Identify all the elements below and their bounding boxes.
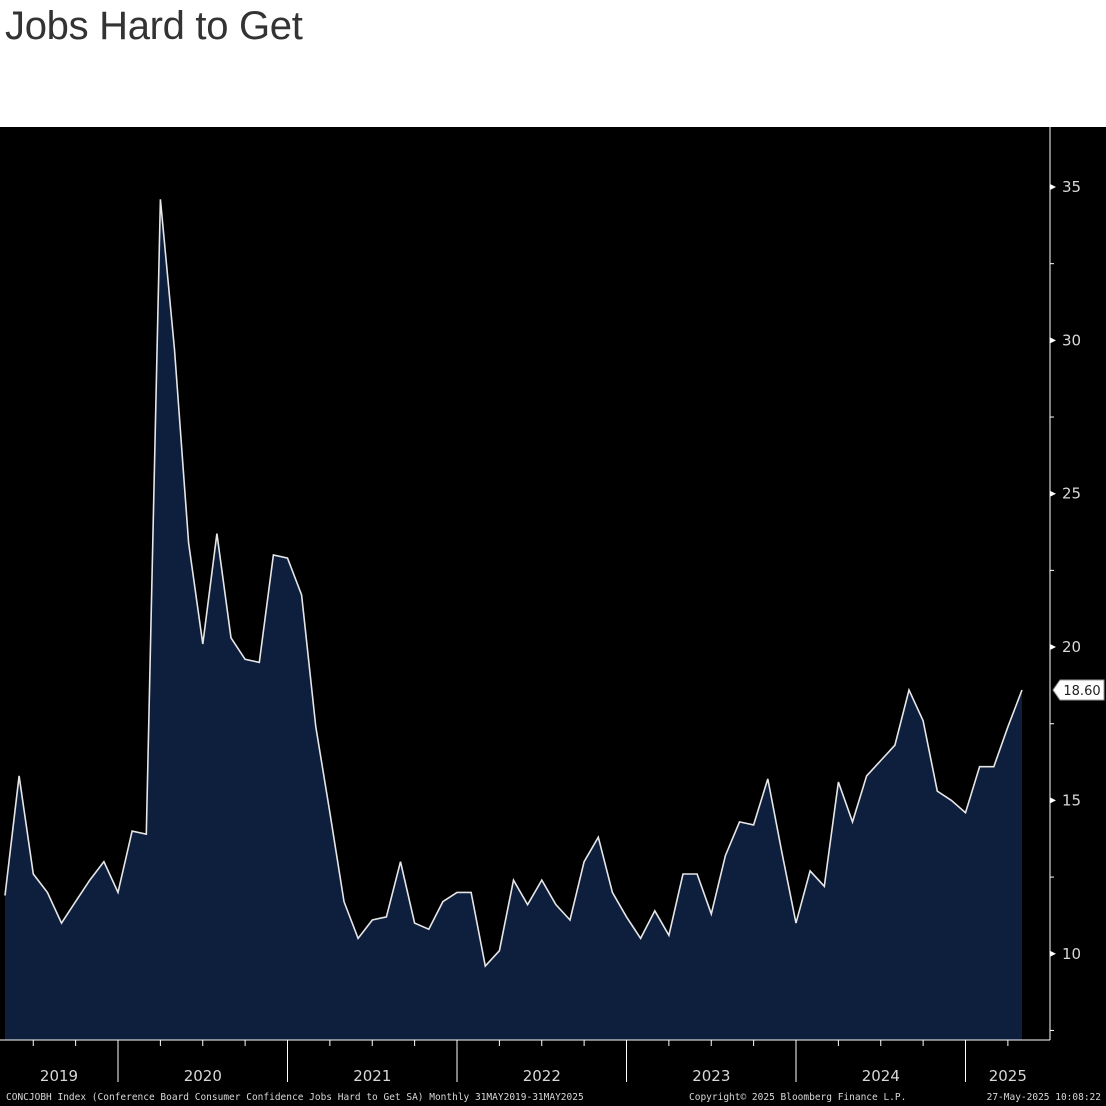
x-year-label: 2022 — [523, 1067, 561, 1085]
footer-timestamp: 27-May-2025 10:08:22 — [987, 1092, 1101, 1103]
y-tick-label: 10 — [1062, 945, 1081, 963]
y-tick-label: 30 — [1062, 331, 1081, 349]
last-value-badge-shape — [1052, 679, 1105, 701]
y-tick-label: 15 — [1062, 791, 1081, 809]
y-tick-mark — [1050, 950, 1056, 957]
page-title: Jobs Hard to Get — [5, 4, 303, 48]
footer-copyright: Copyright© 2025 Bloomberg Finance L.P. — [689, 1092, 906, 1103]
series-line — [4, 199, 1023, 968]
y-tick-label: 35 — [1062, 178, 1081, 196]
y-axis: 10 15 20 25 30 35 — [1049, 127, 1081, 1040]
chart-panel: 10 15 20 25 30 35 2019 2020 2021 2022 2023 2024 202… — [0, 127, 1106, 1106]
y-tick-mark — [1050, 490, 1056, 497]
y-tick-mark — [1050, 337, 1056, 344]
x-year-label: 2024 — [862, 1067, 900, 1085]
x-year-label: 2019 — [40, 1067, 78, 1085]
y-tick-label: 20 — [1062, 638, 1081, 656]
y-tick-mark — [1050, 797, 1056, 804]
y-tick-mark — [1050, 184, 1056, 190]
series-area-fill — [5, 199, 1022, 1041]
x-year-label: 2025 — [989, 1067, 1027, 1085]
x-year-label: 2023 — [692, 1067, 730, 1085]
x-year-label: 2021 — [353, 1067, 391, 1085]
y-tick-label: 25 — [1062, 485, 1081, 503]
y-tick-mark — [1050, 644, 1056, 651]
x-axis: 2019 2020 2021 2022 2023 2024 2025 — [0, 1039, 1050, 1085]
footer-description: CONCJOBH Index (Conference Board Consume… — [6, 1092, 584, 1103]
last-value-label: 18.60 — [1063, 684, 1100, 699]
last-value-badge: 18.60 — [1052, 679, 1105, 701]
x-year-label: 2020 — [184, 1067, 222, 1085]
